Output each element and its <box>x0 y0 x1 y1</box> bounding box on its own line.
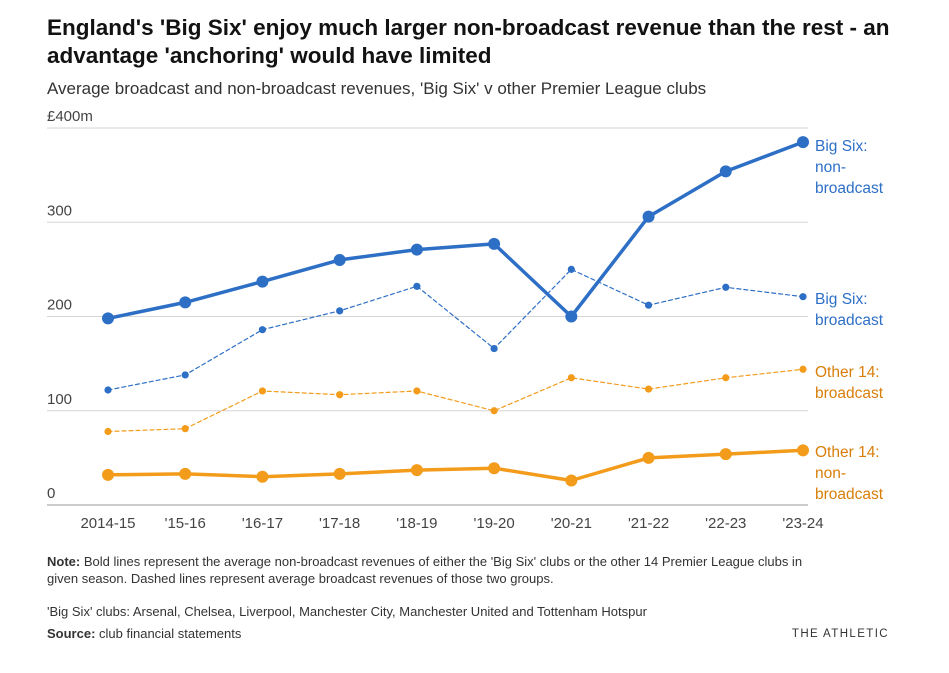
series-lines <box>106 140 805 483</box>
x-tick-label: '17-18 <box>319 515 360 532</box>
data-point-other-14-non-broadcast <box>797 444 809 457</box>
data-point-other-14-non-broadcast <box>102 468 114 481</box>
data-point-other-14-non-broadcast <box>333 467 346 480</box>
series-line-other-14-non-broadcast <box>106 448 805 483</box>
data-point-other-14-broadcast <box>490 407 498 415</box>
y-tick-label: 0 <box>47 485 55 502</box>
data-point-big-six-broadcast <box>567 265 575 273</box>
x-tick-label: '18-19 <box>396 515 437 532</box>
series-label-big-six-broadcast: Big Six: <box>815 291 868 308</box>
gridlines: 0 100 200 300 £400m <box>47 108 808 506</box>
series-line-big-six-non-broadcast <box>106 140 805 321</box>
data-point-other-14-broadcast <box>567 374 575 382</box>
data-point-big-six-non-broadcast <box>488 237 501 250</box>
chart-subtitle: Average broadcast and non-broadcast reve… <box>47 79 707 98</box>
data-point-other-14-non-broadcast <box>565 474 578 487</box>
x-tick-label: '19-20 <box>473 515 514 532</box>
data-point-big-six-non-broadcast <box>797 136 809 149</box>
data-point-other-14-broadcast <box>104 427 112 436</box>
series-label-other-14-non-broadcast: non- <box>815 465 846 482</box>
source-label: Source: <box>47 626 96 641</box>
x-axis: 2014-15 '15-16 '16-17 '17-18 '18-19 '19-20 '20… <box>80 515 823 532</box>
x-tick-label: '20-21 <box>551 515 592 532</box>
data-point-other-14-broadcast <box>258 387 267 395</box>
data-point-big-six-non-broadcast <box>410 243 423 256</box>
x-tick-label: '22-23 <box>705 515 746 532</box>
series-label-big-six-non-broadcast: non- <box>815 159 846 176</box>
series-label-big-six-non-broadcast: Big Six: <box>815 138 868 155</box>
data-point-big-six-broadcast <box>722 283 730 291</box>
source-note: Source: club financial statements <box>47 625 647 642</box>
note-label: Note: <box>47 554 81 569</box>
data-point-big-six-non-broadcast <box>333 253 346 266</box>
data-point-big-six-non-broadcast <box>179 296 192 309</box>
data-point-other-14-non-broadcast <box>488 462 501 475</box>
data-point-other-14-broadcast <box>181 425 189 433</box>
chart-title: England's 'Big Six' enjoy much larger no… <box>47 15 890 68</box>
x-tick-label: '15-16 <box>165 515 206 532</box>
data-point-big-six-non-broadcast <box>719 165 732 178</box>
data-point-other-14-broadcast <box>644 385 653 393</box>
data-point-other-14-broadcast <box>413 387 421 395</box>
note-text: Bold lines represent the average non-bro… <box>47 554 803 586</box>
data-point-big-six-broadcast <box>258 326 267 334</box>
series-line-other-14-broadcast <box>107 368 804 433</box>
footnote: Note: Bold lines represent the average n… <box>47 553 807 587</box>
series-label-big-six-broadcast: broadcast <box>815 312 884 329</box>
data-point-other-14-non-broadcast <box>256 470 269 483</box>
data-point-other-14-non-broadcast <box>719 448 732 461</box>
data-point-big-six-non-broadcast <box>102 312 114 325</box>
data-point-other-14-broadcast <box>799 365 807 373</box>
clubs-note: 'Big Six' clubs: Arsenal, Chelsea, Liver… <box>47 604 647 619</box>
data-point-other-14-broadcast <box>336 391 344 399</box>
data-point-big-six-broadcast <box>104 386 112 394</box>
data-points <box>102 136 809 487</box>
data-point-big-six-non-broadcast <box>565 310 578 323</box>
data-point-other-14-broadcast <box>722 374 730 382</box>
brand-logo: THE ATHLETIC <box>791 628 889 640</box>
x-tick-label: '21-22 <box>628 515 669 532</box>
series-label-other-14-non-broadcast: Other 14: <box>815 444 880 461</box>
source-text: club financial statements <box>95 626 242 641</box>
data-point-big-six-broadcast <box>336 307 344 315</box>
y-tick-label: 100 <box>47 391 72 408</box>
data-point-big-six-non-broadcast <box>256 275 269 288</box>
data-point-big-six-broadcast <box>799 293 807 301</box>
x-tick-label: '23-24 <box>782 515 823 532</box>
y-tick-label: 200 <box>47 297 72 314</box>
data-point-big-six-broadcast <box>181 371 189 379</box>
x-tick-label: '16-17 <box>242 515 283 532</box>
y-tick-label: £400m <box>47 108 93 125</box>
data-point-big-six-broadcast <box>490 344 498 353</box>
series-label-other-14-broadcast: broadcast <box>815 385 884 402</box>
series-label-other-14-non-broadcast: broadcast <box>815 486 884 503</box>
data-point-other-14-non-broadcast <box>410 464 423 477</box>
data-point-big-six-non-broadcast <box>642 210 655 223</box>
series-label-other-14-broadcast: Other 14: <box>815 364 880 381</box>
y-tick-label: 300 <box>47 202 72 219</box>
data-point-big-six-broadcast <box>413 282 421 290</box>
data-point-big-six-broadcast <box>644 301 653 309</box>
x-tick-label: 2014-15 <box>80 515 135 532</box>
data-point-other-14-non-broadcast <box>642 451 655 464</box>
series-line-big-six-broadcast <box>107 268 804 391</box>
data-point-other-14-non-broadcast <box>179 467 192 480</box>
series-labels: Big Six: non-broadcast Big Six: broadcast Ot… <box>815 138 884 503</box>
series-label-big-six-non-broadcast: broadcast <box>815 180 884 197</box>
